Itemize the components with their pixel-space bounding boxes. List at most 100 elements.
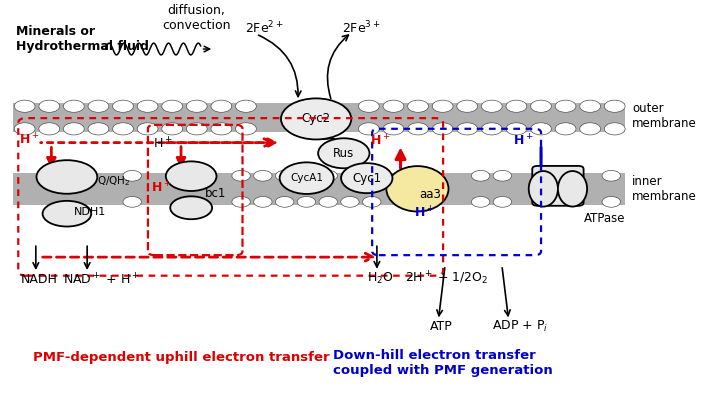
Ellipse shape	[170, 196, 212, 219]
Circle shape	[555, 100, 576, 112]
Text: Rus: Rus	[333, 147, 354, 160]
Text: H$^+$: H$^+$	[153, 136, 172, 152]
Text: PMF-dependent uphill electron transfer: PMF-dependent uphill electron transfer	[33, 351, 330, 364]
Circle shape	[604, 100, 625, 112]
Circle shape	[280, 162, 334, 194]
Circle shape	[64, 100, 84, 112]
Circle shape	[232, 170, 251, 181]
Circle shape	[457, 123, 478, 135]
Circle shape	[186, 100, 207, 112]
Circle shape	[39, 123, 60, 135]
Circle shape	[113, 123, 133, 135]
Circle shape	[64, 123, 84, 135]
Text: ATPase: ATPase	[584, 212, 625, 225]
Circle shape	[162, 100, 183, 112]
Circle shape	[137, 123, 158, 135]
Circle shape	[602, 197, 621, 207]
Circle shape	[123, 170, 141, 181]
Text: Cyc2: Cyc2	[301, 112, 330, 125]
Text: Down-hill electron transfer
coupled with PMF generation: Down-hill electron transfer coupled with…	[333, 349, 553, 377]
Circle shape	[113, 100, 133, 112]
Circle shape	[481, 100, 502, 112]
Circle shape	[275, 170, 294, 181]
Text: diffusion,
convection: diffusion, convection	[162, 4, 231, 32]
Circle shape	[602, 170, 621, 181]
Text: 2H$^+$ + 1/2O$_2$: 2H$^+$ + 1/2O$_2$	[405, 269, 488, 287]
Ellipse shape	[558, 171, 587, 207]
Circle shape	[88, 123, 109, 135]
Circle shape	[186, 123, 207, 135]
Circle shape	[297, 170, 316, 181]
Circle shape	[137, 100, 158, 112]
Text: NDH1: NDH1	[73, 207, 106, 217]
Circle shape	[432, 100, 453, 112]
Text: H$^+$: H$^+$	[414, 205, 434, 220]
Circle shape	[341, 163, 393, 193]
Circle shape	[359, 100, 379, 112]
Text: H$^+$: H$^+$	[19, 132, 40, 147]
Text: aa3: aa3	[419, 188, 441, 201]
Circle shape	[383, 100, 404, 112]
Text: H$_2$O: H$_2$O	[367, 271, 394, 286]
Circle shape	[472, 170, 490, 181]
Ellipse shape	[166, 161, 217, 191]
Text: Minerals or
Hydrothermal fluid: Minerals or Hydrothermal fluid	[16, 25, 148, 53]
Circle shape	[493, 170, 512, 181]
Circle shape	[481, 123, 502, 135]
Circle shape	[236, 123, 256, 135]
Circle shape	[253, 170, 272, 181]
Circle shape	[236, 100, 256, 112]
Text: bc1: bc1	[205, 187, 226, 201]
Circle shape	[362, 170, 381, 181]
Circle shape	[341, 197, 359, 207]
Circle shape	[88, 100, 109, 112]
Circle shape	[383, 123, 404, 135]
Text: 2Fe$^{3+}$: 2Fe$^{3+}$	[342, 20, 381, 36]
Bar	[13, 173, 626, 205]
Text: Cyc1: Cyc1	[352, 172, 381, 185]
Circle shape	[253, 197, 272, 207]
Circle shape	[319, 197, 337, 207]
Circle shape	[555, 123, 576, 135]
Text: ADP + P$_i$: ADP + P$_i$	[492, 319, 549, 334]
Text: Q/QH$_2$: Q/QH$_2$	[97, 174, 130, 188]
Circle shape	[362, 197, 381, 207]
Circle shape	[297, 197, 316, 207]
Text: 2Fe$^{2+}$: 2Fe$^{2+}$	[245, 20, 284, 36]
Circle shape	[39, 100, 60, 112]
Circle shape	[531, 123, 551, 135]
Text: CycA1: CycA1	[290, 173, 323, 183]
Text: NADH: NADH	[21, 273, 58, 286]
Circle shape	[580, 100, 601, 112]
Circle shape	[359, 123, 379, 135]
Circle shape	[457, 100, 478, 112]
Circle shape	[604, 123, 625, 135]
Circle shape	[580, 123, 601, 135]
Circle shape	[211, 123, 232, 135]
Text: ATP: ATP	[430, 320, 453, 333]
Text: H$^+$: H$^+$	[151, 180, 172, 196]
Circle shape	[506, 123, 527, 135]
Circle shape	[493, 197, 512, 207]
Text: inner
membrane: inner membrane	[632, 175, 697, 203]
Text: outer
membrane: outer membrane	[632, 102, 697, 130]
Ellipse shape	[529, 171, 558, 207]
FancyBboxPatch shape	[532, 166, 584, 206]
Circle shape	[407, 100, 429, 112]
Circle shape	[14, 100, 35, 112]
Circle shape	[506, 100, 527, 112]
Circle shape	[531, 100, 551, 112]
Circle shape	[14, 123, 35, 135]
Circle shape	[232, 197, 251, 207]
Text: NAD$^+$ + H$^+$: NAD$^+$ + H$^+$	[63, 272, 140, 287]
Bar	[13, 103, 626, 132]
Circle shape	[472, 197, 490, 207]
Text: H$^+$: H$^+$	[370, 133, 390, 148]
Circle shape	[281, 98, 352, 139]
Ellipse shape	[386, 166, 448, 211]
Circle shape	[407, 123, 429, 135]
Circle shape	[432, 123, 453, 135]
Circle shape	[162, 123, 183, 135]
Circle shape	[275, 197, 294, 207]
Circle shape	[341, 170, 359, 181]
